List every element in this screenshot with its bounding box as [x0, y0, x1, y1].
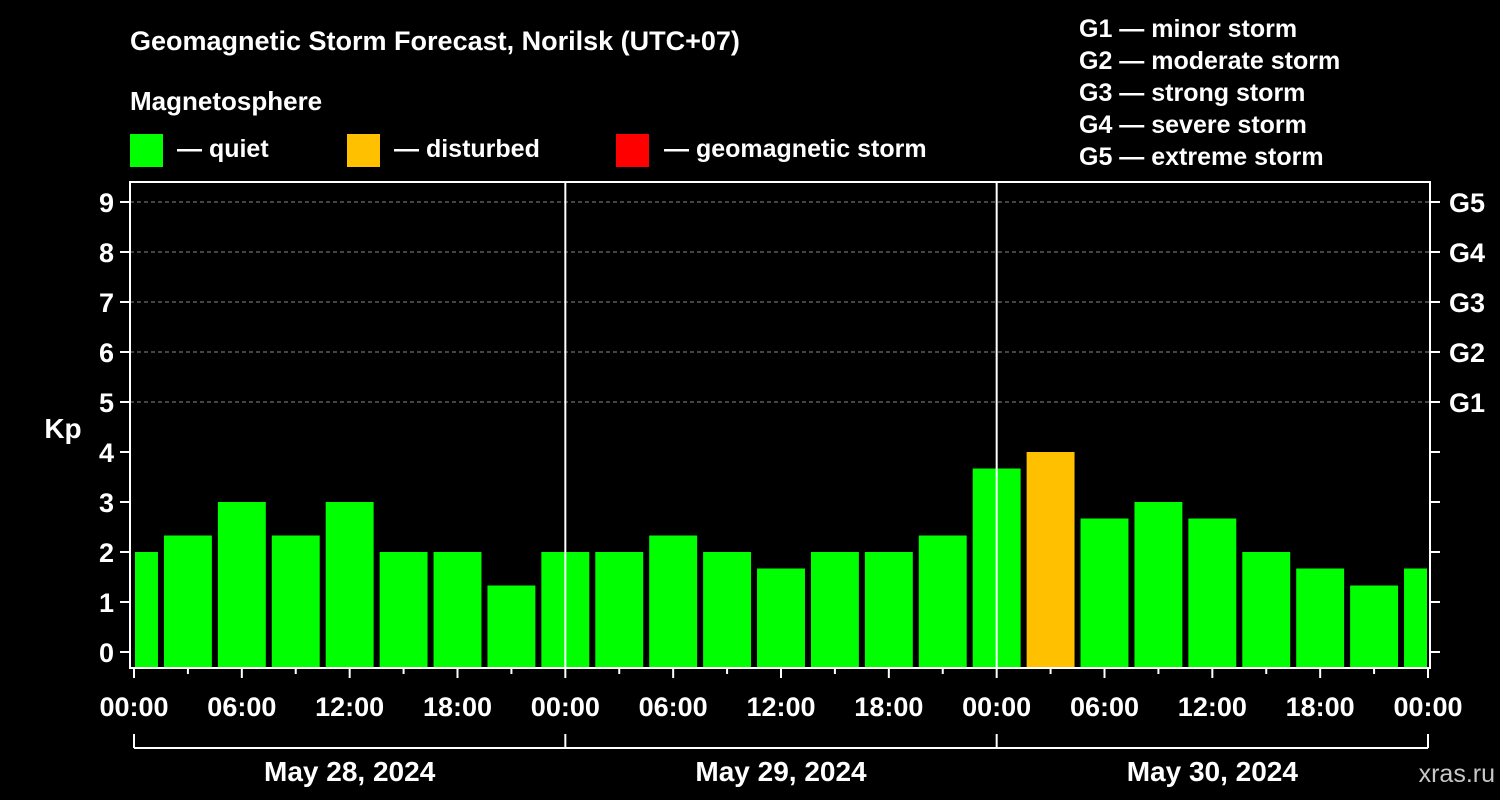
kp-bar-21	[1242, 552, 1291, 668]
kp-bar-19	[1134, 502, 1183, 668]
day-label-2: May 30, 2024	[1127, 756, 1299, 787]
right-tick-label-g3: G3	[1449, 288, 1485, 318]
kp-bar-9	[595, 552, 644, 668]
kp-bar-5	[379, 552, 428, 668]
day-separators	[564, 182, 998, 668]
right-tick-label-g4: G4	[1449, 238, 1485, 268]
legend-label-quiet: — quiet	[177, 135, 269, 163]
grid-lines	[130, 201, 1430, 403]
x-tick-label-4: 00:00	[531, 692, 600, 722]
kp-bar-13	[810, 552, 859, 668]
y-tick-label-0: 0	[99, 638, 114, 668]
x-tick-label-8: 00:00	[962, 692, 1031, 722]
x-tick-label-2: 12:00	[315, 692, 384, 722]
storm-scale-g4: G4 — severe storm	[1079, 111, 1307, 139]
kp-bar-4	[325, 502, 374, 668]
kp-bar-14	[864, 552, 913, 668]
kp-bar-10	[649, 535, 698, 668]
y-axis-ticks: 0 1 2 3 4 5 6 7 8 9	[99, 188, 130, 668]
kp-bar-2	[217, 502, 266, 668]
x-tick-label-9: 06:00	[1070, 692, 1139, 722]
y-tick-label-4: 4	[99, 438, 114, 468]
legend-title: Magnetosphere	[130, 86, 322, 116]
kp-bar-24	[1404, 568, 1427, 668]
kp-bar-1	[163, 535, 212, 668]
x-tick-label-5: 06:00	[639, 692, 708, 722]
kp-bar-15	[918, 535, 967, 668]
kp-bar-6	[433, 552, 482, 668]
bars	[135, 452, 1427, 668]
right-tick-label-g5: G5	[1449, 188, 1485, 218]
day-label-0: May 28, 2024	[264, 756, 436, 787]
x-axis-ticks: 00:00 06:00 12:00 18:00 00:00 06:00 12:00 18:00…	[99, 668, 1463, 722]
y-tick-label-2: 2	[99, 538, 114, 568]
chart-title: Geomagnetic Storm Forecast, Norilsk (UTC…	[130, 26, 740, 56]
day-axis: May 28, 2024 May 29, 2024 May 30, 2024	[133, 734, 1429, 787]
kp-bar-0	[135, 552, 158, 668]
day-label-1: May 29, 2024	[695, 756, 867, 787]
kp-bar-11	[703, 552, 752, 668]
x-tick-label-0: 00:00	[99, 692, 168, 722]
y-tick-label-6: 6	[99, 338, 114, 368]
legend-label-storm: — geomagnetic storm	[664, 135, 927, 163]
kp-bar-7	[487, 585, 536, 668]
y-tick-label-7: 7	[99, 288, 114, 318]
right-tick-label-g1: G1	[1449, 388, 1485, 418]
x-tick-label-11: 18:00	[1286, 692, 1355, 722]
y-tick-label-5: 5	[99, 388, 114, 418]
storm-scale-g3: G3 — strong storm	[1079, 79, 1305, 107]
x-tick-label-3: 18:00	[423, 692, 492, 722]
storm-scale-g2: G2 — moderate storm	[1079, 47, 1340, 75]
y-tick-label-3: 3	[99, 488, 114, 518]
x-tick-label-7: 18:00	[854, 692, 923, 722]
x-tick-label-6: 12:00	[746, 692, 815, 722]
kp-bar-18	[1080, 518, 1129, 668]
x-tick-label-12: 00:00	[1393, 692, 1462, 722]
y-tick-label-8: 8	[99, 238, 114, 268]
legend-swatch-quiet	[130, 134, 163, 167]
kp-bar-23	[1350, 585, 1399, 668]
x-tick-label-1: 06:00	[207, 692, 276, 722]
right-axis-ticks: G1 G2 G3 G4 G5	[1430, 188, 1485, 653]
kp-bar-22	[1296, 568, 1345, 668]
x-tick-label-10: 12:00	[1178, 692, 1247, 722]
storm-scale-g5: G5 — extreme storm	[1079, 143, 1324, 171]
y-tick-label-9: 9	[99, 188, 114, 218]
kp-bar-20	[1188, 518, 1237, 668]
legend-label-disturbed: — disturbed	[394, 135, 540, 163]
storm-scale-g1: G1 — minor storm	[1079, 15, 1297, 43]
legend-swatch-storm	[616, 134, 649, 167]
y-axis-label: Kp	[44, 413, 81, 444]
kp-bar-3	[271, 535, 320, 668]
y-tick-label-1: 1	[99, 588, 114, 618]
kp-bar-17	[1026, 452, 1075, 668]
legend-swatch-disturbed	[347, 134, 380, 167]
right-tick-label-g2: G2	[1449, 338, 1485, 368]
kp-bar-12	[757, 568, 805, 668]
watermark: xras.ru	[1419, 760, 1495, 788]
